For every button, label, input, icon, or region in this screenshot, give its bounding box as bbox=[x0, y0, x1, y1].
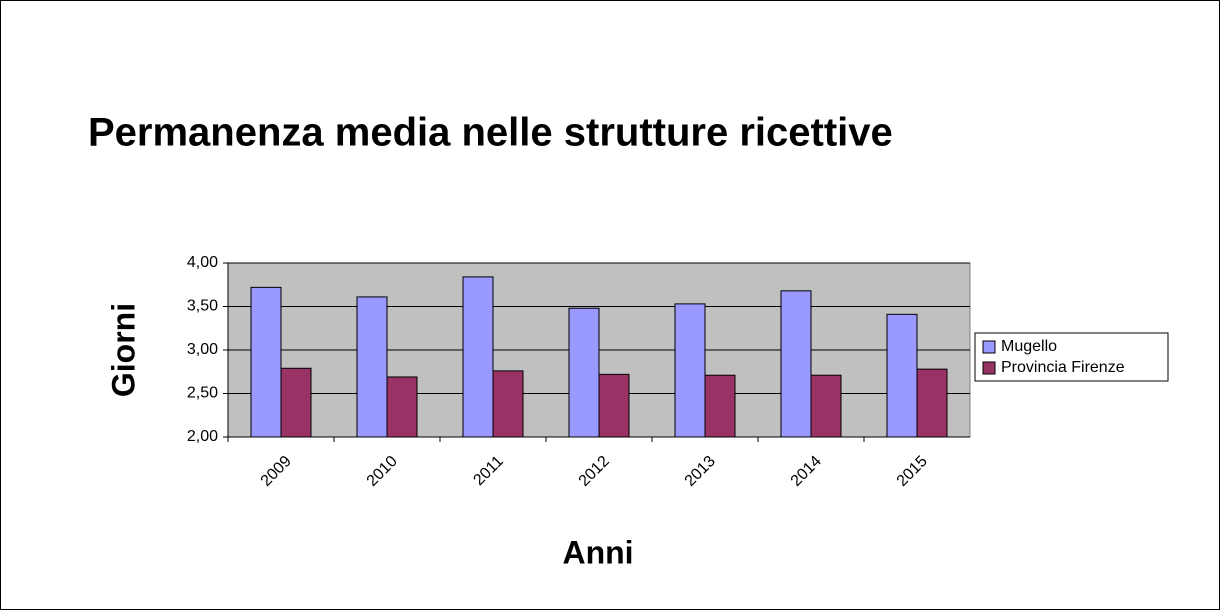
x-axis-label: Anni bbox=[562, 534, 633, 570]
y-tick-label: 4,00 bbox=[187, 254, 218, 271]
bar bbox=[462, 276, 494, 438]
bar bbox=[250, 286, 282, 438]
bar bbox=[704, 374, 736, 438]
y-tick-label: 2,50 bbox=[187, 385, 218, 402]
bar bbox=[886, 313, 918, 438]
bar bbox=[916, 368, 948, 438]
bar bbox=[356, 296, 388, 438]
y-tick-label: 3,50 bbox=[187, 298, 218, 315]
chart-title: Permanenza media nelle strutture ricetti… bbox=[88, 111, 893, 155]
legend-box bbox=[974, 332, 1169, 382]
legend-label: Provincia Firenze bbox=[1001, 359, 1125, 376]
bar bbox=[568, 307, 600, 438]
legend-swatch bbox=[982, 340, 996, 354]
bar bbox=[598, 373, 630, 438]
bar bbox=[810, 374, 842, 438]
y-tick-label: 3,00 bbox=[187, 341, 218, 358]
bar bbox=[780, 290, 812, 438]
bar bbox=[492, 370, 524, 438]
legend-label: Mugello bbox=[1001, 338, 1057, 355]
legend-swatch bbox=[982, 361, 996, 375]
bar bbox=[674, 303, 706, 438]
bar bbox=[280, 367, 312, 438]
bar bbox=[386, 376, 418, 438]
y-axis-label: Giorni bbox=[105, 303, 141, 397]
y-tick-label: 2,00 bbox=[187, 428, 218, 445]
